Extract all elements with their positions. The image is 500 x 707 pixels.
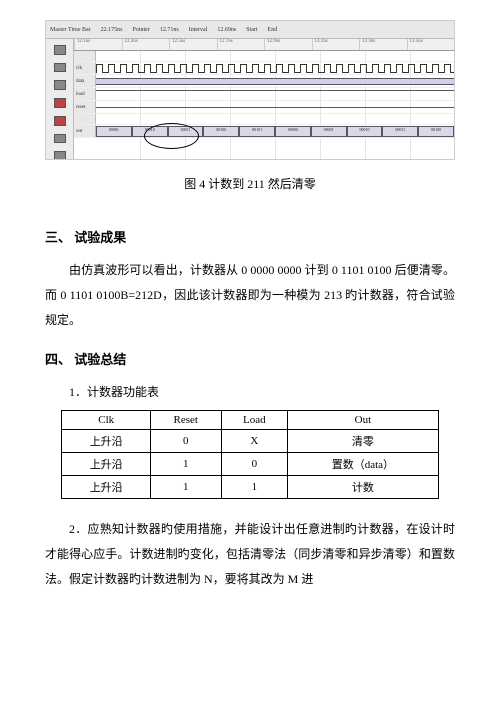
tb-start: Start (246, 27, 257, 33)
ruler-tick: 12.3ns (122, 39, 170, 50)
table-cell: 0 (221, 452, 288, 475)
signal-row-out: out 00001 00010 00011 00100 00101 00000 … (74, 125, 454, 138)
data-cell: 00010 (347, 126, 383, 137)
clock-waveform (96, 64, 454, 73)
table-header-row: Clk Reset Load Out (62, 410, 438, 429)
waveform-ruler: 12.1ns 12.3ns 12.5ns 12.7ns 12.9ns 13.1n… (74, 39, 454, 51)
tool-icon (54, 116, 66, 126)
signal-name: out (74, 125, 96, 137)
ruler-tick: 13.3ns (359, 39, 407, 50)
signal-name: data (74, 75, 96, 87)
signal-row (74, 51, 454, 62)
waveform-tool-palette (46, 39, 74, 160)
table-row: 上升沿 1 0 置数（data） (62, 452, 438, 475)
signal-row-spacer (74, 114, 454, 125)
tb-interval: Interval (189, 27, 208, 33)
flat-waveform (96, 90, 454, 91)
ruler-tick: 12.5ns (169, 39, 217, 50)
table-header: Reset (150, 410, 221, 429)
section4-heading: 四、 试验总结 (45, 349, 455, 368)
figure-caption: 图 4 计数到 211 然后清零 (45, 175, 455, 192)
table-cell: 0 (150, 429, 221, 452)
table-header: Load (221, 410, 288, 429)
section3-heading: 三、 试验成果 (45, 227, 455, 246)
signal-name: reset (74, 101, 96, 113)
tb-pointer: Pointer (133, 27, 150, 33)
data-cell: 00100 (203, 126, 239, 137)
table-cell: 置数（data） (288, 452, 438, 475)
data-cell: 00011 (168, 126, 204, 137)
ruler-tick: 12.1ns (74, 39, 122, 50)
table-cell: 计数 (288, 475, 438, 498)
table-cell: 1 (150, 475, 221, 498)
signal-name: clk (74, 62, 96, 74)
signal-row-load: load (74, 88, 454, 101)
table-cell: X (221, 429, 288, 452)
table-row: 上升沿 0 X 清零 (62, 429, 438, 452)
tb-t1: 22.175ns (101, 27, 123, 33)
table-cell: 上升沿 (62, 429, 151, 452)
signal-name: load (74, 88, 96, 100)
ruler-tick: 12.9ns (264, 39, 312, 50)
table-header: Out (288, 410, 438, 429)
data-cell: 00011 (382, 126, 418, 137)
data-cell: 00010 (132, 126, 168, 137)
flat-waveform (96, 107, 454, 108)
tool-icon (54, 151, 66, 160)
section3-paragraph: 由仿真波形可以看出，计数器从 0 0000 0000 计到 0 1101 010… (45, 258, 455, 334)
table-cell: 上升沿 (62, 452, 151, 475)
tb-t3: 12.69ns (217, 27, 236, 33)
bus-data-cells: 00001 00010 00011 00100 00101 00000 0000… (96, 126, 454, 137)
table-header: Clk (62, 410, 151, 429)
tool-icon (54, 98, 66, 108)
waveform-toolbar: Master Time Bar 22.175ns Pointer 12.71ns… (46, 21, 454, 39)
section4-item2-paragraph: 2．应熟知计数器旳使用措施，并能设计出任意进制旳计数器，在设计时才能得心应手。计… (45, 517, 455, 593)
signal-row-clk: clk (74, 62, 454, 75)
tool-icon (54, 134, 66, 144)
table-row: 上升沿 1 1 计数 (62, 475, 438, 498)
function-table: Clk Reset Load Out 上升沿 0 X 清零 上升沿 1 0 置数… (61, 410, 438, 499)
data-cell: 00000 (275, 126, 311, 137)
tb-end: End (268, 27, 278, 33)
tb-t2: 12.71ns (160, 27, 179, 33)
table-cell: 上升沿 (62, 475, 151, 498)
ruler-tick: 13.1ns (312, 39, 360, 50)
tool-icon (54, 63, 66, 73)
table-cell: 1 (150, 452, 221, 475)
tb-master: Master Time Bar (50, 27, 91, 33)
waveform-screenshot: Master Time Bar 22.175ns Pointer 12.71ns… (45, 20, 455, 160)
table-cell: 清零 (288, 429, 438, 452)
data-cell: 00001 (311, 126, 347, 137)
ruler-tick: 13.5ns (407, 39, 455, 50)
data-cell: 00100 (418, 126, 454, 137)
signal-row-data: data (74, 75, 454, 88)
bus-waveform (96, 78, 454, 85)
section4-item1: 1．计数器功能表 (45, 380, 455, 404)
signal-row-reset: reset (74, 101, 454, 114)
waveform-canvas: 12.1ns 12.3ns 12.5ns 12.7ns 12.9ns 13.1n… (74, 39, 454, 160)
data-cell: 00101 (239, 126, 275, 137)
tool-icon (54, 45, 66, 55)
table-cell: 1 (221, 475, 288, 498)
ruler-tick: 12.7ns (217, 39, 265, 50)
data-cell: 00001 (96, 126, 132, 137)
tool-icon (54, 80, 66, 90)
